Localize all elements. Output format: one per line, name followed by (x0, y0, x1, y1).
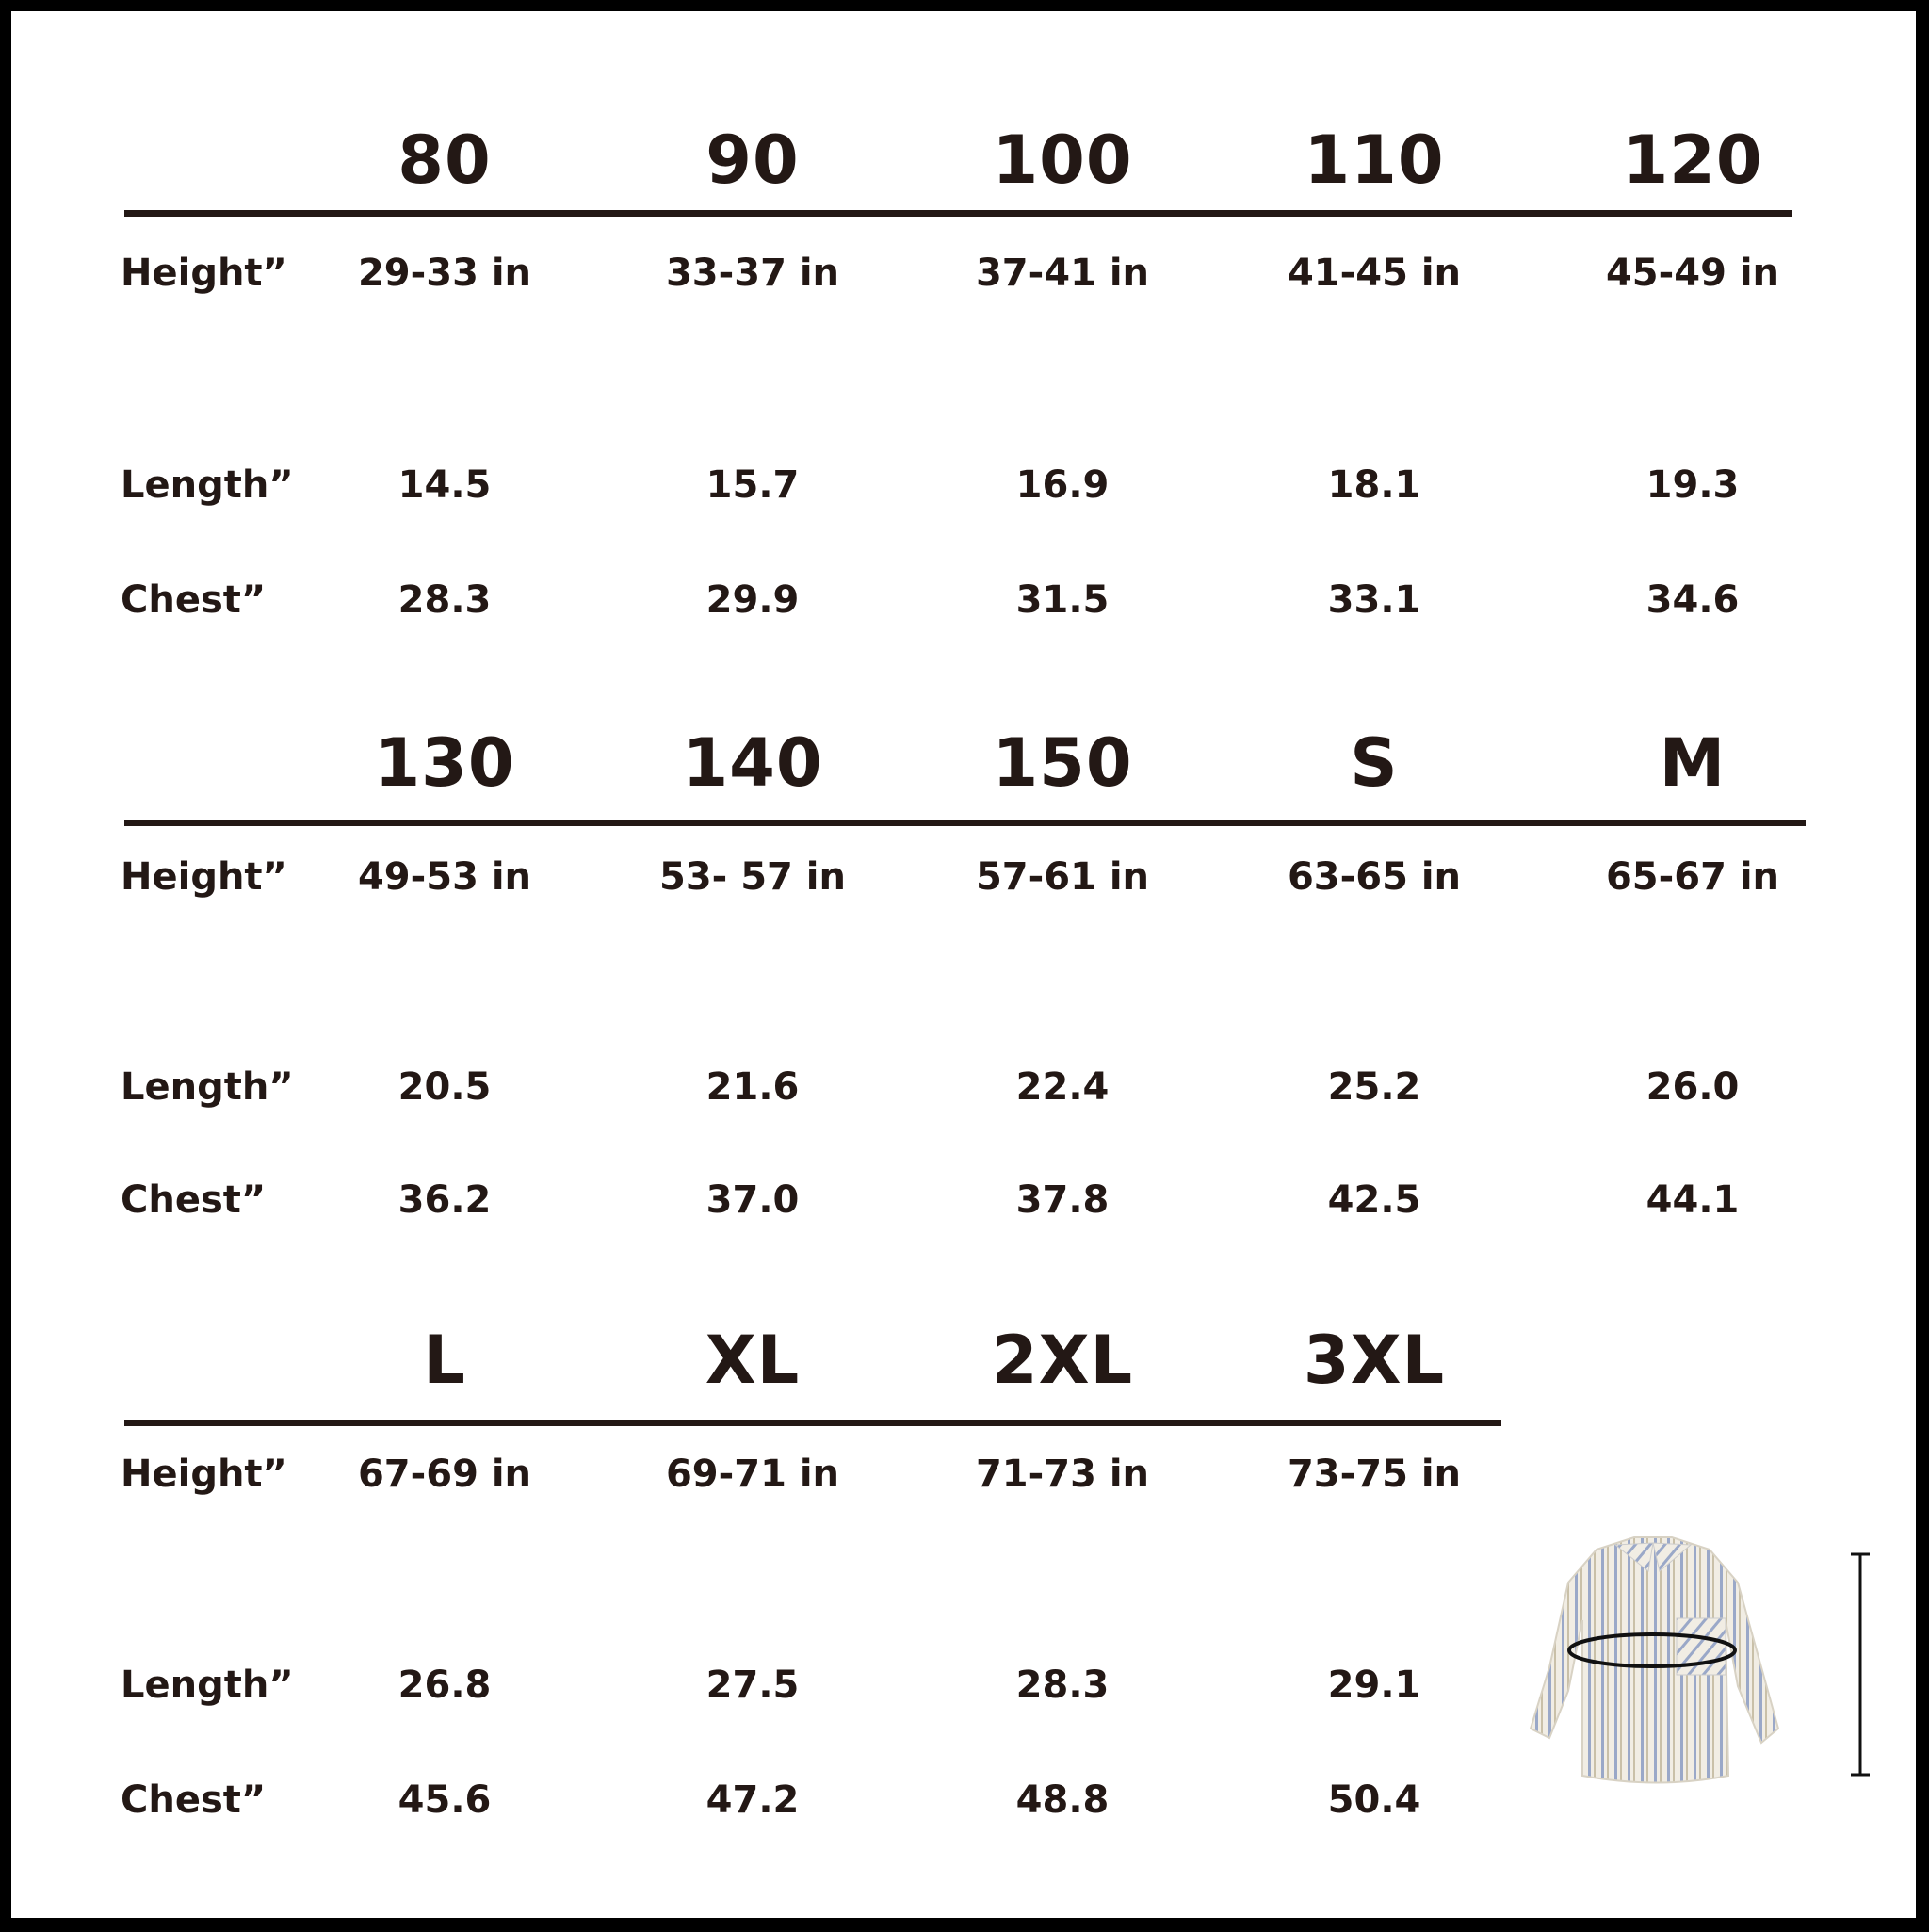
size-header: 3XL (1303, 1322, 1446, 1399)
chest-value: 31.5 (1015, 578, 1110, 622)
size-header: 110 (1304, 122, 1445, 199)
row-label-length: Length” (121, 1664, 294, 1707)
chest-value: 42.5 (1327, 1178, 1421, 1222)
height-value: 65-67 in (1605, 855, 1780, 899)
chest-value: 28.3 (397, 578, 492, 622)
chest-value: 37.8 (1015, 1178, 1110, 1222)
size-header: 140 (682, 724, 823, 802)
row-label-chest: Chest” (121, 578, 267, 622)
size-header: 80 (397, 122, 492, 199)
chest-value: 48.8 (1015, 1778, 1110, 1822)
length-value: 14.5 (397, 463, 492, 507)
height-value: 73-75 in (1287, 1453, 1462, 1496)
height-value: 67-69 in (357, 1453, 532, 1496)
row-label-height: Height” (121, 1453, 287, 1496)
length-value: 18.1 (1327, 463, 1421, 507)
length-value: 15.7 (705, 463, 800, 507)
length-value: 20.5 (397, 1065, 492, 1109)
length-value: 27.5 (705, 1664, 800, 1707)
size-header: 150 (992, 724, 1133, 802)
chest-value: 44.1 (1645, 1178, 1740, 1222)
height-value: 41-45 in (1287, 252, 1462, 295)
chest-value: 34.6 (1645, 578, 1740, 622)
chest-value: 37.0 (705, 1178, 800, 1222)
row-label-height: Height” (121, 855, 287, 899)
size-header: 100 (992, 122, 1133, 199)
size-header: XL (705, 1322, 801, 1399)
size-header: L (423, 1322, 466, 1399)
length-value: 16.9 (1015, 463, 1110, 507)
size-header: 90 (705, 122, 800, 199)
chest-value: 29.9 (705, 578, 800, 622)
height-value: 63-65 in (1287, 855, 1462, 899)
chest-value: 33.1 (1327, 578, 1421, 622)
size-header: M (1659, 724, 1726, 802)
height-value: 49-53 in (357, 855, 532, 899)
row-label-length: Length” (121, 463, 294, 507)
row-label-chest: Chest” (121, 1178, 267, 1222)
chest-value: 36.2 (397, 1178, 492, 1222)
row-label-chest: Chest” (121, 1778, 267, 1822)
chest-value: 47.2 (705, 1778, 800, 1822)
length-value: 26.0 (1645, 1065, 1740, 1109)
header-divider (124, 820, 1806, 826)
length-value: 21.6 (705, 1065, 800, 1109)
height-value: 45-49 in (1605, 252, 1780, 295)
length-value: 26.8 (397, 1664, 492, 1707)
header-divider (124, 1420, 1501, 1426)
length-value: 29.1 (1327, 1664, 1421, 1707)
height-value: 71-73 in (975, 1453, 1150, 1496)
header-divider (124, 210, 1792, 217)
size-header: S (1350, 724, 1399, 802)
height-value: 69-71 in (665, 1453, 840, 1496)
size-header: 130 (374, 724, 515, 802)
size-header: 120 (1622, 122, 1763, 199)
length-value: 25.2 (1327, 1065, 1421, 1109)
striped-shirt-measurement-icon (1529, 1536, 1780, 1784)
height-value: 37-41 in (975, 252, 1150, 295)
size-header: 2XL (991, 1322, 1134, 1399)
height-value: 29-33 in (357, 252, 532, 295)
row-label-height: Height” (121, 252, 287, 295)
length-value: 19.3 (1645, 463, 1740, 507)
length-measure-bar-icon (1851, 1552, 1870, 1777)
height-value: 33-37 in (665, 252, 840, 295)
row-label-length: Length” (121, 1065, 294, 1109)
height-value: 57-61 in (975, 855, 1150, 899)
length-value: 22.4 (1015, 1065, 1110, 1109)
chest-value: 50.4 (1327, 1778, 1421, 1822)
length-value: 28.3 (1015, 1664, 1110, 1707)
height-value: 53- 57 in (659, 855, 846, 899)
chest-value: 45.6 (397, 1778, 492, 1822)
